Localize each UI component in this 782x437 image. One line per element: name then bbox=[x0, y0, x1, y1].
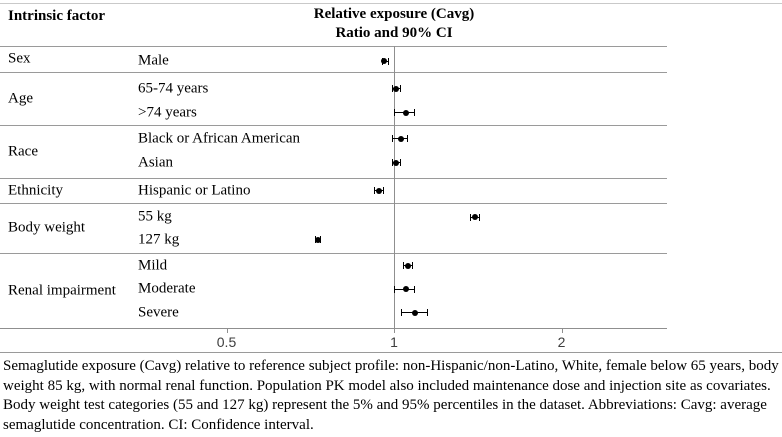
ci-cap-right bbox=[413, 285, 415, 293]
plot-title-line1: Relative exposure (Cavg) bbox=[313, 6, 475, 22]
ci-cap-right bbox=[383, 187, 385, 194]
factor-label: Sex bbox=[8, 50, 31, 67]
ci-cap-right bbox=[400, 85, 402, 92]
point-estimate-dot bbox=[405, 262, 412, 269]
point-estimate-dot bbox=[472, 214, 479, 220]
x-tick-label: 0.5 bbox=[216, 334, 237, 350]
subgroup-label: 55 kg bbox=[138, 208, 172, 225]
ci-cap-left bbox=[470, 213, 472, 221]
ci-cap-right bbox=[411, 262, 413, 269]
ci-cap-left bbox=[394, 285, 395, 293]
plot-title: Relative exposure (Cavg) Ratio and 90% C… bbox=[194, 5, 594, 43]
ci-cap-left bbox=[373, 187, 375, 194]
ci-cap-right bbox=[388, 57, 390, 65]
point-estimate-dot bbox=[314, 236, 321, 243]
subgroup-label: Black or African American bbox=[138, 130, 301, 146]
group-separator-line bbox=[0, 253, 667, 254]
ci-cap-right bbox=[413, 109, 415, 116]
ci-cap-left bbox=[401, 309, 403, 316]
x-axis-line bbox=[0, 328, 667, 329]
factor-label: Body weight bbox=[8, 219, 86, 236]
plot-title-line2: Ratio and 90% CI bbox=[335, 25, 453, 41]
point-estimate-dot bbox=[376, 187, 383, 194]
ci-cap-right bbox=[400, 159, 402, 166]
subgroup-label: Hispanic or Latino bbox=[138, 182, 251, 198]
ci-cap-left bbox=[403, 262, 405, 269]
factor-label: Renal impairment bbox=[8, 282, 116, 298]
footnote: Semaglutide exposure (Cavg) relative to … bbox=[3, 358, 779, 433]
point-estimate-dot bbox=[402, 286, 409, 292]
subgroup-label: 127 kg bbox=[138, 231, 180, 247]
ci-cap-right bbox=[426, 309, 428, 316]
subgroup-label: Asian bbox=[138, 154, 173, 170]
footnote-separator-line bbox=[0, 352, 782, 353]
subgroup-label: Severe bbox=[138, 304, 179, 320]
x-tick bbox=[394, 328, 395, 333]
x-tick bbox=[561, 328, 563, 333]
group-separator-line bbox=[0, 72, 667, 73]
ci-cap-left bbox=[391, 135, 393, 142]
top-border-line bbox=[0, 3, 782, 4]
subgroup-label: Moderate bbox=[138, 280, 196, 297]
factor-column-header: Intrinsic factor bbox=[8, 8, 106, 24]
group-separator-line bbox=[0, 178, 667, 179]
table-top-line bbox=[0, 46, 667, 47]
x-tick-label: 1 bbox=[390, 334, 398, 350]
point-estimate-dot bbox=[411, 309, 418, 316]
group-separator-line bbox=[0, 125, 667, 126]
factor-label: Race bbox=[8, 143, 38, 159]
point-estimate-dot bbox=[402, 109, 409, 116]
factor-label: Ethnicity bbox=[8, 182, 63, 198]
ci-cap-left bbox=[391, 85, 393, 92]
ci-cap-right bbox=[407, 135, 409, 142]
point-estimate-dot bbox=[398, 135, 405, 142]
x-tick bbox=[226, 328, 228, 333]
ci-cap-right bbox=[479, 213, 481, 221]
subgroup-label: >74 years bbox=[138, 104, 197, 120]
point-estimate-dot bbox=[393, 85, 400, 92]
ci-cap-left bbox=[391, 159, 393, 166]
reference-line bbox=[394, 46, 395, 328]
group-separator-line bbox=[0, 203, 667, 204]
x-tick-label: 2 bbox=[557, 334, 566, 350]
subgroup-label: Male bbox=[138, 52, 169, 69]
subgroup-label: Mild bbox=[138, 257, 168, 273]
point-estimate-dot bbox=[381, 58, 388, 64]
ci-cap-left bbox=[394, 109, 395, 116]
subgroup-label: 65-74 years bbox=[138, 80, 209, 96]
factor-label: Age bbox=[8, 90, 33, 106]
point-estimate-dot bbox=[393, 159, 400, 166]
